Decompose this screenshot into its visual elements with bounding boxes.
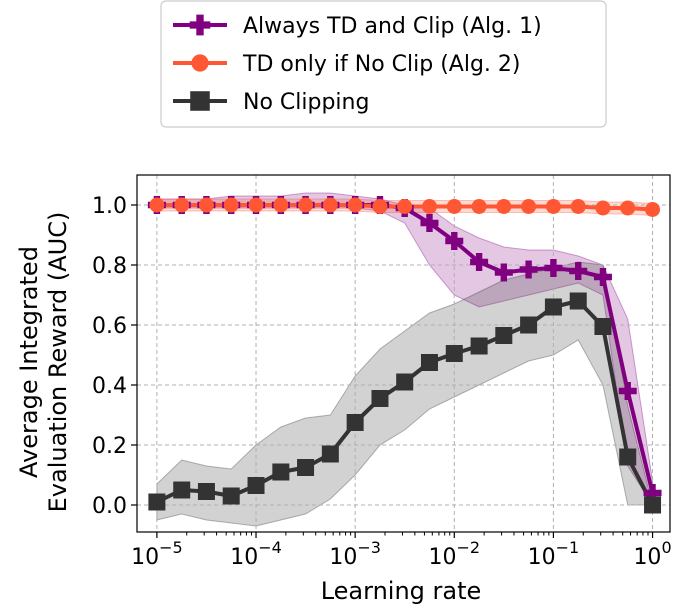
series-2-point (298, 197, 314, 213)
series-2-point (347, 197, 363, 213)
series-1-point (445, 232, 464, 250)
series-3-point (644, 496, 662, 514)
series-3-point (197, 483, 215, 500)
series-3-point (247, 477, 265, 494)
plot-frame (136, 174, 671, 533)
y-tick-label: 0.0 (92, 494, 127, 519)
series-1-point (544, 259, 563, 277)
series-3-point (148, 493, 166, 511)
series-3-point (371, 390, 389, 407)
series-3-point (297, 459, 315, 476)
legend: Always TD and Clip (Alg. 1) TD only if No… (160, 0, 607, 128)
series-1-point (593, 268, 612, 286)
series-2-point (397, 199, 413, 214)
series-3-point (594, 318, 612, 335)
series-2-point (645, 202, 661, 217)
series-3-point (445, 345, 463, 362)
series-2-point (496, 199, 512, 214)
x-tick-label: 100 (633, 538, 671, 570)
series-3-point (222, 487, 240, 505)
series-2-point (149, 197, 165, 213)
series-1-point (519, 260, 538, 279)
x-tick-label: 10−3 (329, 538, 381, 570)
legend-marker-1 (189, 14, 211, 36)
series-3-point (495, 327, 513, 344)
series-2-point (322, 197, 338, 213)
series-2-point (421, 199, 437, 214)
series-2-point (545, 199, 561, 214)
y-axis-label-line-2: Evaluation Reward (AUC) (44, 212, 72, 513)
x-tick-label: 10−4 (230, 538, 282, 570)
series-1-point (643, 484, 662, 502)
series-3-point (272, 463, 290, 481)
legend-marker-3 (190, 91, 210, 111)
y-tick-label: 0.8 (92, 254, 127, 279)
series-3-point (321, 445, 339, 463)
series-2-point (446, 199, 462, 214)
y-tick-label: 1.0 (92, 194, 127, 219)
series-3-point (346, 414, 364, 431)
y-tick-label: 0.4 (92, 374, 127, 399)
series-3-point (173, 481, 191, 499)
series-2-point (174, 197, 190, 213)
series-1-point (420, 214, 439, 232)
series-3-point (470, 337, 488, 355)
series-3-point (569, 292, 587, 310)
y-tick-label: 0.2 (92, 434, 127, 459)
legend-marker-2 (191, 54, 209, 72)
series-3-point (520, 316, 538, 334)
x-tick-label: 10−2 (428, 538, 480, 570)
x-axis-label: Learning rate (321, 577, 482, 605)
series-1-point (470, 253, 489, 271)
series-2-point (471, 199, 487, 214)
legend-label-2: TD only if No Clip (Alg. 2) (242, 52, 520, 77)
series-2-point (198, 197, 214, 213)
series-2-point (273, 197, 289, 213)
series-3-point (544, 298, 562, 316)
series-3-point (420, 354, 438, 371)
series-2-point (620, 200, 636, 216)
y-tick-label: 0.6 (92, 314, 127, 339)
series-1-point (569, 262, 588, 280)
x-tick-label: 10−5 (131, 538, 183, 570)
series-3-point (396, 373, 414, 391)
series-1-point (618, 382, 637, 400)
series-3-point (619, 448, 637, 466)
legend-box (160, 0, 607, 128)
y-axis-label-line-1: Average Integrated (15, 246, 43, 478)
series-2-point (372, 199, 388, 214)
legend-label-3: No Clipping (243, 90, 369, 115)
series-2-point (570, 199, 586, 214)
series-2-point (521, 199, 537, 214)
legend-label-1: Always TD and Clip (Alg. 1) (243, 14, 542, 39)
plot-area: 0.0 0.2 0.4 0.6 0.8 1.0 10−5 10−4 10−3 10−2 10−1 10… (92, 174, 672, 570)
series-2-point (248, 197, 264, 213)
series-2-point (223, 197, 239, 213)
series-1-point (494, 263, 513, 282)
series-2-point (595, 200, 611, 216)
x-tick-label: 10−1 (528, 538, 580, 570)
